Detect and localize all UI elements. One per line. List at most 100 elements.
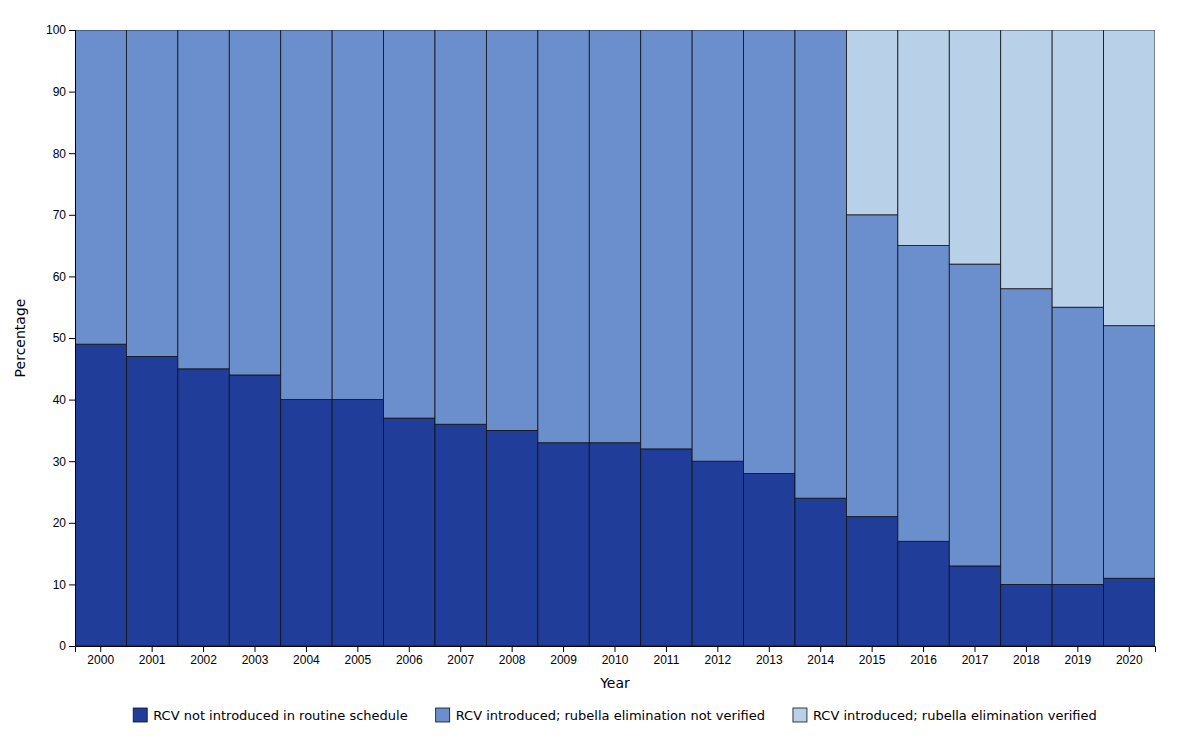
x-tick-label: 2005 (345, 653, 372, 667)
x-tick-label: 2001 (139, 653, 166, 667)
x-axis: 2000200120022003200420052006200720082009… (76, 646, 1156, 667)
x-tick-label: 2007 (447, 653, 474, 667)
y-tick-label: 20 (53, 516, 67, 530)
x-tick-label: 2006 (396, 653, 423, 667)
x-tick: 2006 (396, 646, 423, 667)
legend-item: RCV introduced; rubella elimination veri… (793, 708, 1097, 723)
legend-swatch (436, 708, 450, 722)
x-tick-label: 2020 (1116, 653, 1143, 667)
x-tick-label: 2015 (859, 653, 886, 667)
x-tick-mark (1077, 646, 1078, 652)
y-tick: 30 (53, 455, 75, 469)
x-tick: 2005 (345, 646, 372, 667)
x-tick: 2015 (859, 646, 886, 667)
y-tick-label: 10 (53, 578, 67, 592)
bar (1001, 584, 1052, 646)
bar (692, 30, 743, 31)
bar (641, 30, 692, 449)
bar (949, 566, 1000, 646)
x-tick-label: 2011 (654, 653, 680, 667)
x-tick: 2019 (1065, 646, 1092, 667)
bar (692, 461, 743, 646)
x-tick-label: 2000 (87, 653, 114, 667)
bar (744, 30, 795, 31)
bar (795, 30, 846, 31)
y-tick-mark (69, 338, 75, 339)
x-tick-label: 2002 (190, 653, 217, 667)
legend-swatch (133, 708, 147, 722)
axis-domain (76, 647, 1156, 653)
bar (641, 449, 692, 646)
x-tick-mark (512, 646, 513, 652)
axis-domain (69, 31, 76, 647)
x-tick: 2018 (1013, 646, 1040, 667)
x-tick-mark (460, 646, 461, 652)
legend-item: RCV not introduced in routine schedule (133, 708, 407, 723)
x-tick-mark (409, 646, 410, 652)
x-tick-mark (666, 646, 667, 652)
bar (641, 30, 692, 31)
legend-label: RCV introduced; rubella elimination veri… (813, 708, 1097, 723)
x-tick-mark (820, 646, 821, 652)
bar (435, 30, 486, 424)
bar (898, 30, 949, 246)
x-tick: 2014 (807, 646, 834, 667)
bar (178, 369, 229, 646)
y-axis-title: Percentage (12, 299, 28, 378)
bar (846, 30, 897, 215)
x-tick: 2017 (962, 646, 989, 667)
legend-label: RCV not introduced in routine schedule (153, 708, 407, 723)
x-tick-mark (563, 646, 564, 652)
x-tick-label: 2018 (1013, 653, 1040, 667)
y-tick-label: 40 (53, 393, 67, 407)
bar (949, 30, 1000, 264)
x-tick-mark (255, 646, 256, 652)
y-tick: 100 (46, 23, 75, 37)
bar (486, 30, 537, 430)
x-tick: 2007 (447, 646, 474, 667)
y-tick-mark (69, 646, 75, 647)
y-tick-label: 0 (59, 639, 66, 653)
bar (75, 344, 126, 646)
y-tick-label: 50 (53, 331, 67, 345)
bar (538, 30, 589, 31)
plot: 0102030405060708090100200020012002200320… (12, 23, 1156, 691)
y-tick: 80 (53, 147, 75, 161)
bar (846, 215, 897, 517)
x-tick-mark (357, 646, 358, 652)
x-tick-mark (1129, 646, 1130, 652)
x-tick-label: 2016 (910, 653, 937, 667)
y-tick: 20 (53, 516, 75, 530)
y-tick-mark (69, 584, 75, 585)
bar (1104, 326, 1155, 579)
x-tick-mark (717, 646, 718, 652)
y-tick-mark (69, 523, 75, 524)
x-tick-mark (100, 646, 101, 652)
x-tick-label: 2013 (756, 653, 783, 667)
bar (744, 30, 795, 474)
y-tick: 60 (53, 270, 75, 284)
bar (332, 30, 383, 400)
y-axis: 0102030405060708090100 (46, 23, 76, 653)
x-tick: 2011 (654, 646, 680, 667)
bar (949, 264, 1000, 566)
bar (846, 517, 897, 646)
bar (75, 30, 126, 31)
bar (229, 375, 280, 646)
bar (126, 30, 177, 31)
bar (384, 30, 435, 31)
y-tick-mark (69, 400, 75, 401)
bar (1052, 307, 1103, 584)
x-tick: 2009 (550, 646, 577, 667)
x-tick-label: 2014 (807, 653, 834, 667)
bar (898, 246, 949, 542)
x-tick: 2004 (293, 646, 320, 667)
y-tick-label: 100 (46, 23, 66, 37)
y-tick-label: 60 (53, 270, 67, 284)
bar (538, 443, 589, 646)
x-tick-label: 2009 (550, 653, 577, 667)
bar (1104, 578, 1155, 646)
y-tick-mark (69, 153, 75, 154)
bar (435, 30, 486, 31)
bar (229, 30, 280, 31)
